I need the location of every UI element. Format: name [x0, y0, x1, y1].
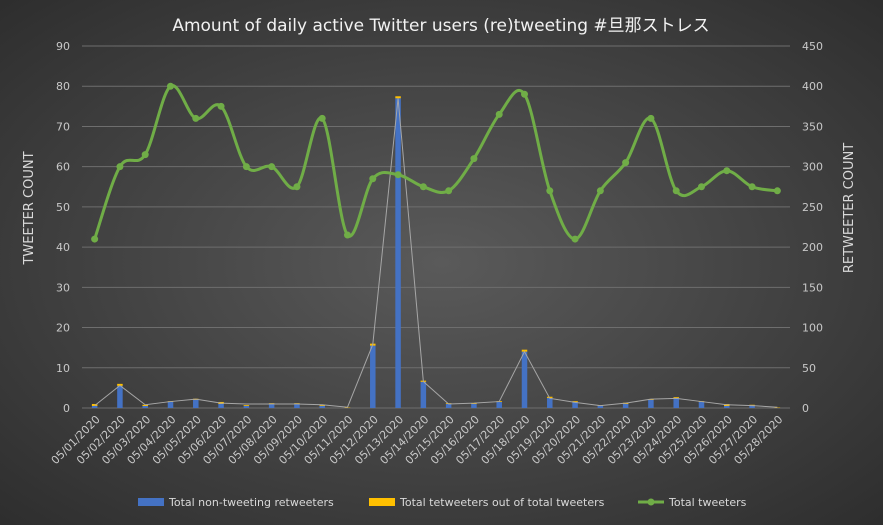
total-tweeters-point — [268, 163, 275, 170]
bar-non-tweeting-retweeters — [370, 346, 376, 408]
total-tweeters-point — [572, 236, 579, 243]
bar-non-tweeting-retweeters — [724, 406, 730, 408]
legend-swatch-retweeters-out-of-tweeters — [369, 498, 395, 506]
bar-non-tweeting-retweeters — [547, 398, 553, 408]
bar-non-tweeting-retweeters — [673, 398, 679, 408]
total-tweeters-point — [192, 115, 199, 122]
bar-non-tweeting-retweeters — [598, 406, 604, 408]
right-tick-label: 450 — [802, 40, 823, 53]
total-tweeters-point — [546, 187, 553, 194]
total-tweeters-point — [622, 159, 629, 166]
bar-non-tweeting-retweeters — [294, 404, 300, 408]
total-tweeters-point — [142, 151, 149, 158]
right-tick-label: 300 — [802, 161, 823, 174]
bar-non-tweeting-retweeters — [421, 382, 427, 408]
right-tick-label: 400 — [802, 80, 823, 93]
total-tweeters-point — [496, 111, 503, 118]
total-tweeters-point — [723, 167, 730, 174]
right-tick-label: 0 — [802, 402, 809, 415]
total-tweeters-point — [218, 103, 225, 110]
left-tick-label: 90 — [56, 40, 70, 53]
legend-swatch-non-tweeting-retweeters — [138, 498, 164, 506]
left-tick-label: 0 — [63, 402, 70, 415]
bar-non-tweeting-retweeters — [117, 386, 123, 408]
total-tweeters-point — [774, 187, 781, 194]
right-tick-label: 50 — [802, 362, 816, 375]
total-tweeters-point — [344, 232, 351, 239]
bar-non-tweeting-retweeters — [446, 404, 452, 408]
bar-non-tweeting-retweeters — [269, 404, 275, 408]
y-left-axis-label: TWEETER COUNT — [22, 151, 37, 265]
total-tweeters-point — [116, 163, 123, 170]
total-tweeters-point — [319, 115, 326, 122]
bar-non-tweeting-retweeters — [496, 402, 502, 408]
left-tick-label: 80 — [56, 80, 70, 93]
right-tick-label: 200 — [802, 241, 823, 254]
legend-label-retweeters-out-of-tweeters: Total tetweeters out of total tweeters — [399, 496, 605, 509]
left-tick-label: 70 — [56, 120, 70, 133]
right-tick-label: 350 — [802, 120, 823, 133]
total-tweeters-point — [749, 183, 756, 190]
total-tweeters-point — [420, 183, 427, 190]
total-tweeters-point — [597, 187, 604, 194]
bar-non-tweeting-retweeters — [648, 400, 654, 408]
right-tick-label: 150 — [802, 281, 823, 294]
legend-swatch-total-tweeters-marker — [648, 499, 655, 506]
left-tick-label: 10 — [56, 362, 70, 375]
bar-retweeters-out-of-tweeters — [395, 96, 401, 98]
total-tweeters-point — [470, 155, 477, 162]
bar-non-tweeting-retweeters — [395, 98, 401, 408]
legend-label-total-tweeters: Total tweeters — [668, 496, 747, 509]
legend-label-non-tweeting-retweeters: Total non-tweeting retweeters — [168, 496, 334, 509]
bar-non-tweeting-retweeters — [218, 404, 224, 408]
bar-non-tweeting-retweeters — [244, 406, 250, 408]
total-tweeters-point — [167, 83, 174, 90]
total-tweeters-point — [445, 187, 452, 194]
right-tick-label: 100 — [802, 322, 823, 335]
bar-non-tweeting-retweeters — [92, 406, 98, 408]
y-right-axis-label: RETWEETER COUNT — [842, 143, 857, 273]
bar-non-tweeting-retweeters — [193, 400, 199, 408]
left-tick-label: 20 — [56, 322, 70, 335]
bar-non-tweeting-retweeters — [623, 404, 629, 408]
bar-non-tweeting-retweeters — [319, 406, 325, 408]
total-tweeters-point — [647, 115, 654, 122]
left-tick-label: 60 — [56, 161, 70, 174]
left-tick-label: 40 — [56, 241, 70, 254]
bar-non-tweeting-retweeters — [142, 406, 148, 408]
bar-retweeters-out-of-tweeters — [673, 397, 679, 398]
right-tick-label: 250 — [802, 201, 823, 214]
chart-title: Amount of daily active Twitter users (re… — [172, 16, 709, 36]
bar-non-tweeting-retweeters — [522, 352, 528, 408]
bar-non-tweeting-retweeters — [471, 404, 477, 408]
total-tweeters-point — [293, 183, 300, 190]
total-tweeters-point — [395, 171, 402, 178]
bar-non-tweeting-retweeters — [699, 402, 705, 408]
left-tick-label: 30 — [56, 281, 70, 294]
bar-non-tweeting-retweeters — [168, 402, 174, 408]
total-tweeters-point — [91, 236, 98, 243]
total-tweeters-point — [521, 91, 528, 98]
bar-non-tweeting-retweeters — [749, 406, 755, 408]
total-tweeters-point — [673, 187, 680, 194]
total-tweeters-point — [369, 175, 376, 182]
bar-retweeters-out-of-tweeters — [244, 405, 250, 406]
total-tweeters-point — [243, 163, 250, 170]
left-tick-label: 50 — [56, 201, 70, 214]
total-tweeters-point — [698, 183, 705, 190]
